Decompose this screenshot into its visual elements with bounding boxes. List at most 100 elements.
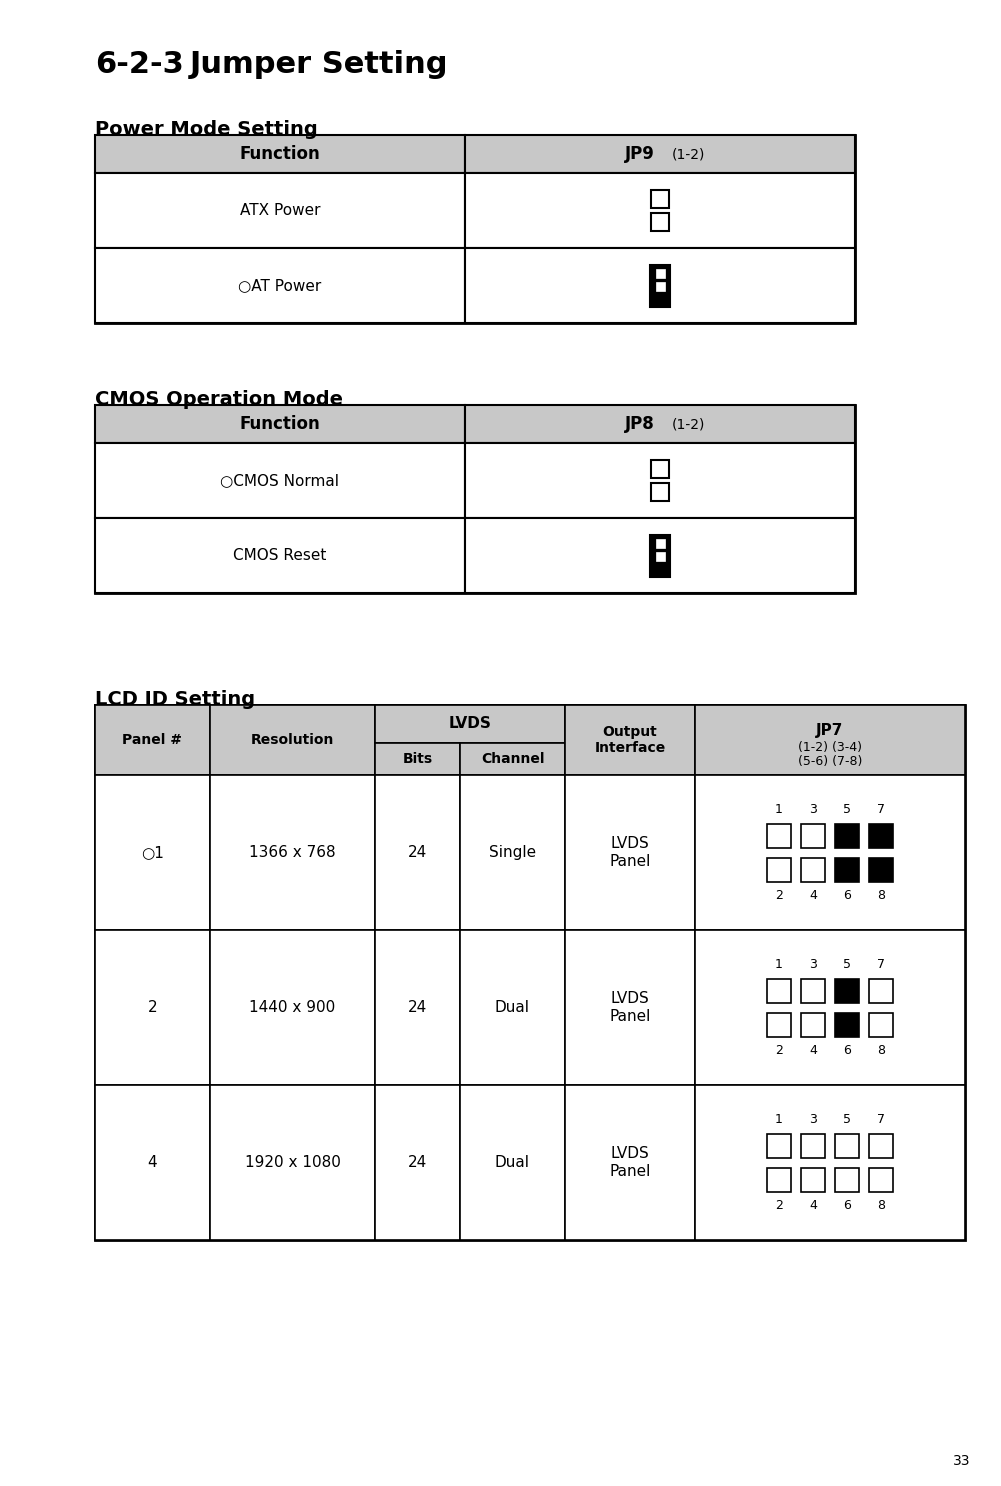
Bar <box>565 704 695 743</box>
Bar <box>695 930 965 1085</box>
Text: JP7: JP7 <box>816 722 844 737</box>
Bar <box>95 172 465 248</box>
Bar <box>375 1085 460 1239</box>
Text: Panel #: Panel # <box>122 733 182 747</box>
Text: 2: 2 <box>148 1000 157 1015</box>
Text: JP8: JP8 <box>626 415 655 432</box>
Bar <box>695 1085 965 1239</box>
Text: 4: 4 <box>809 889 817 902</box>
Bar <box>869 978 893 1003</box>
Bar <box>565 743 695 776</box>
Bar <box>801 857 825 881</box>
Text: 6: 6 <box>843 1199 851 1213</box>
Text: 24: 24 <box>407 846 427 860</box>
Bar <box>375 930 460 1085</box>
Bar <box>375 743 460 776</box>
Bar <box>869 1012 893 1037</box>
Bar <box>465 135 855 172</box>
Bar <box>650 265 670 306</box>
Text: ○CMOS Normal: ○CMOS Normal <box>220 473 339 487</box>
Text: 1920 x 1080: 1920 x 1080 <box>244 1155 340 1169</box>
Bar <box>835 1012 859 1037</box>
Text: LVDS
Panel: LVDS Panel <box>610 991 651 1024</box>
Bar <box>460 743 565 776</box>
Bar <box>695 743 965 776</box>
Bar <box>210 704 375 776</box>
Bar <box>651 483 669 501</box>
Text: 1: 1 <box>775 1113 783 1126</box>
Text: Jumper Setting: Jumper Setting <box>190 51 448 79</box>
Bar <box>465 172 855 248</box>
Bar <box>801 978 825 1003</box>
Bar <box>869 1168 893 1192</box>
Text: 6: 6 <box>843 1045 851 1057</box>
Bar <box>95 1085 210 1239</box>
Bar <box>656 538 665 547</box>
Text: (5-6) (7-8): (5-6) (7-8) <box>798 755 862 768</box>
Text: 6-2-3: 6-2-3 <box>95 51 184 79</box>
Text: 4: 4 <box>809 1045 817 1057</box>
Text: 7: 7 <box>877 1113 885 1126</box>
Bar <box>375 776 460 930</box>
Bar <box>565 776 695 930</box>
Bar <box>695 776 965 930</box>
Bar <box>651 461 669 478</box>
Text: 3: 3 <box>809 958 817 970</box>
Text: (1-2) (3-4): (1-2) (3-4) <box>798 742 862 755</box>
Text: Function: Function <box>239 415 320 432</box>
Bar <box>767 978 791 1003</box>
Bar <box>767 1134 791 1158</box>
Bar <box>95 248 465 322</box>
Bar <box>767 1168 791 1192</box>
Bar <box>656 551 665 560</box>
Text: 5: 5 <box>843 958 851 970</box>
Text: CMOS Operation Mode: CMOS Operation Mode <box>95 389 343 409</box>
Text: LVDS
Panel: LVDS Panel <box>610 1146 651 1178</box>
Bar <box>95 135 855 322</box>
Bar <box>801 1012 825 1037</box>
Bar <box>95 443 465 519</box>
Text: Dual: Dual <box>495 1000 530 1015</box>
Text: 8: 8 <box>877 889 885 902</box>
Text: Single: Single <box>488 846 537 860</box>
Bar <box>460 704 565 743</box>
Text: 24: 24 <box>407 1155 427 1169</box>
Bar <box>801 823 825 847</box>
Bar <box>801 1134 825 1158</box>
Bar <box>869 823 893 847</box>
Bar <box>767 823 791 847</box>
Bar <box>95 743 210 776</box>
Text: 24: 24 <box>407 1000 427 1015</box>
Bar <box>465 443 855 519</box>
Bar <box>835 823 859 847</box>
Text: Output
Interface: Output Interface <box>595 725 666 755</box>
Bar <box>835 1168 859 1192</box>
Text: (1-2): (1-2) <box>672 147 705 160</box>
Bar <box>95 704 210 743</box>
Bar <box>95 704 965 1239</box>
Text: CMOS Reset: CMOS Reset <box>233 548 326 563</box>
Text: 5: 5 <box>843 802 851 816</box>
Text: 3: 3 <box>809 1113 817 1126</box>
Bar <box>656 281 665 290</box>
Bar <box>835 1134 859 1158</box>
Bar <box>375 704 565 743</box>
Text: 1440 x 900: 1440 x 900 <box>249 1000 335 1015</box>
Text: LVDS
Panel: LVDS Panel <box>610 837 651 869</box>
Bar <box>95 135 465 172</box>
Text: 3: 3 <box>809 802 817 816</box>
Bar <box>460 1085 565 1239</box>
Bar <box>651 212 669 230</box>
Bar <box>565 704 695 776</box>
Bar <box>656 269 665 278</box>
Text: 5: 5 <box>843 1113 851 1126</box>
Bar <box>835 978 859 1003</box>
Bar <box>460 776 565 930</box>
Text: ○1: ○1 <box>141 846 164 860</box>
Bar <box>375 743 460 776</box>
Text: Function: Function <box>239 146 320 163</box>
Bar <box>210 704 375 743</box>
Bar <box>375 704 460 743</box>
Text: Dual: Dual <box>495 1155 530 1169</box>
Text: 1: 1 <box>775 958 783 970</box>
